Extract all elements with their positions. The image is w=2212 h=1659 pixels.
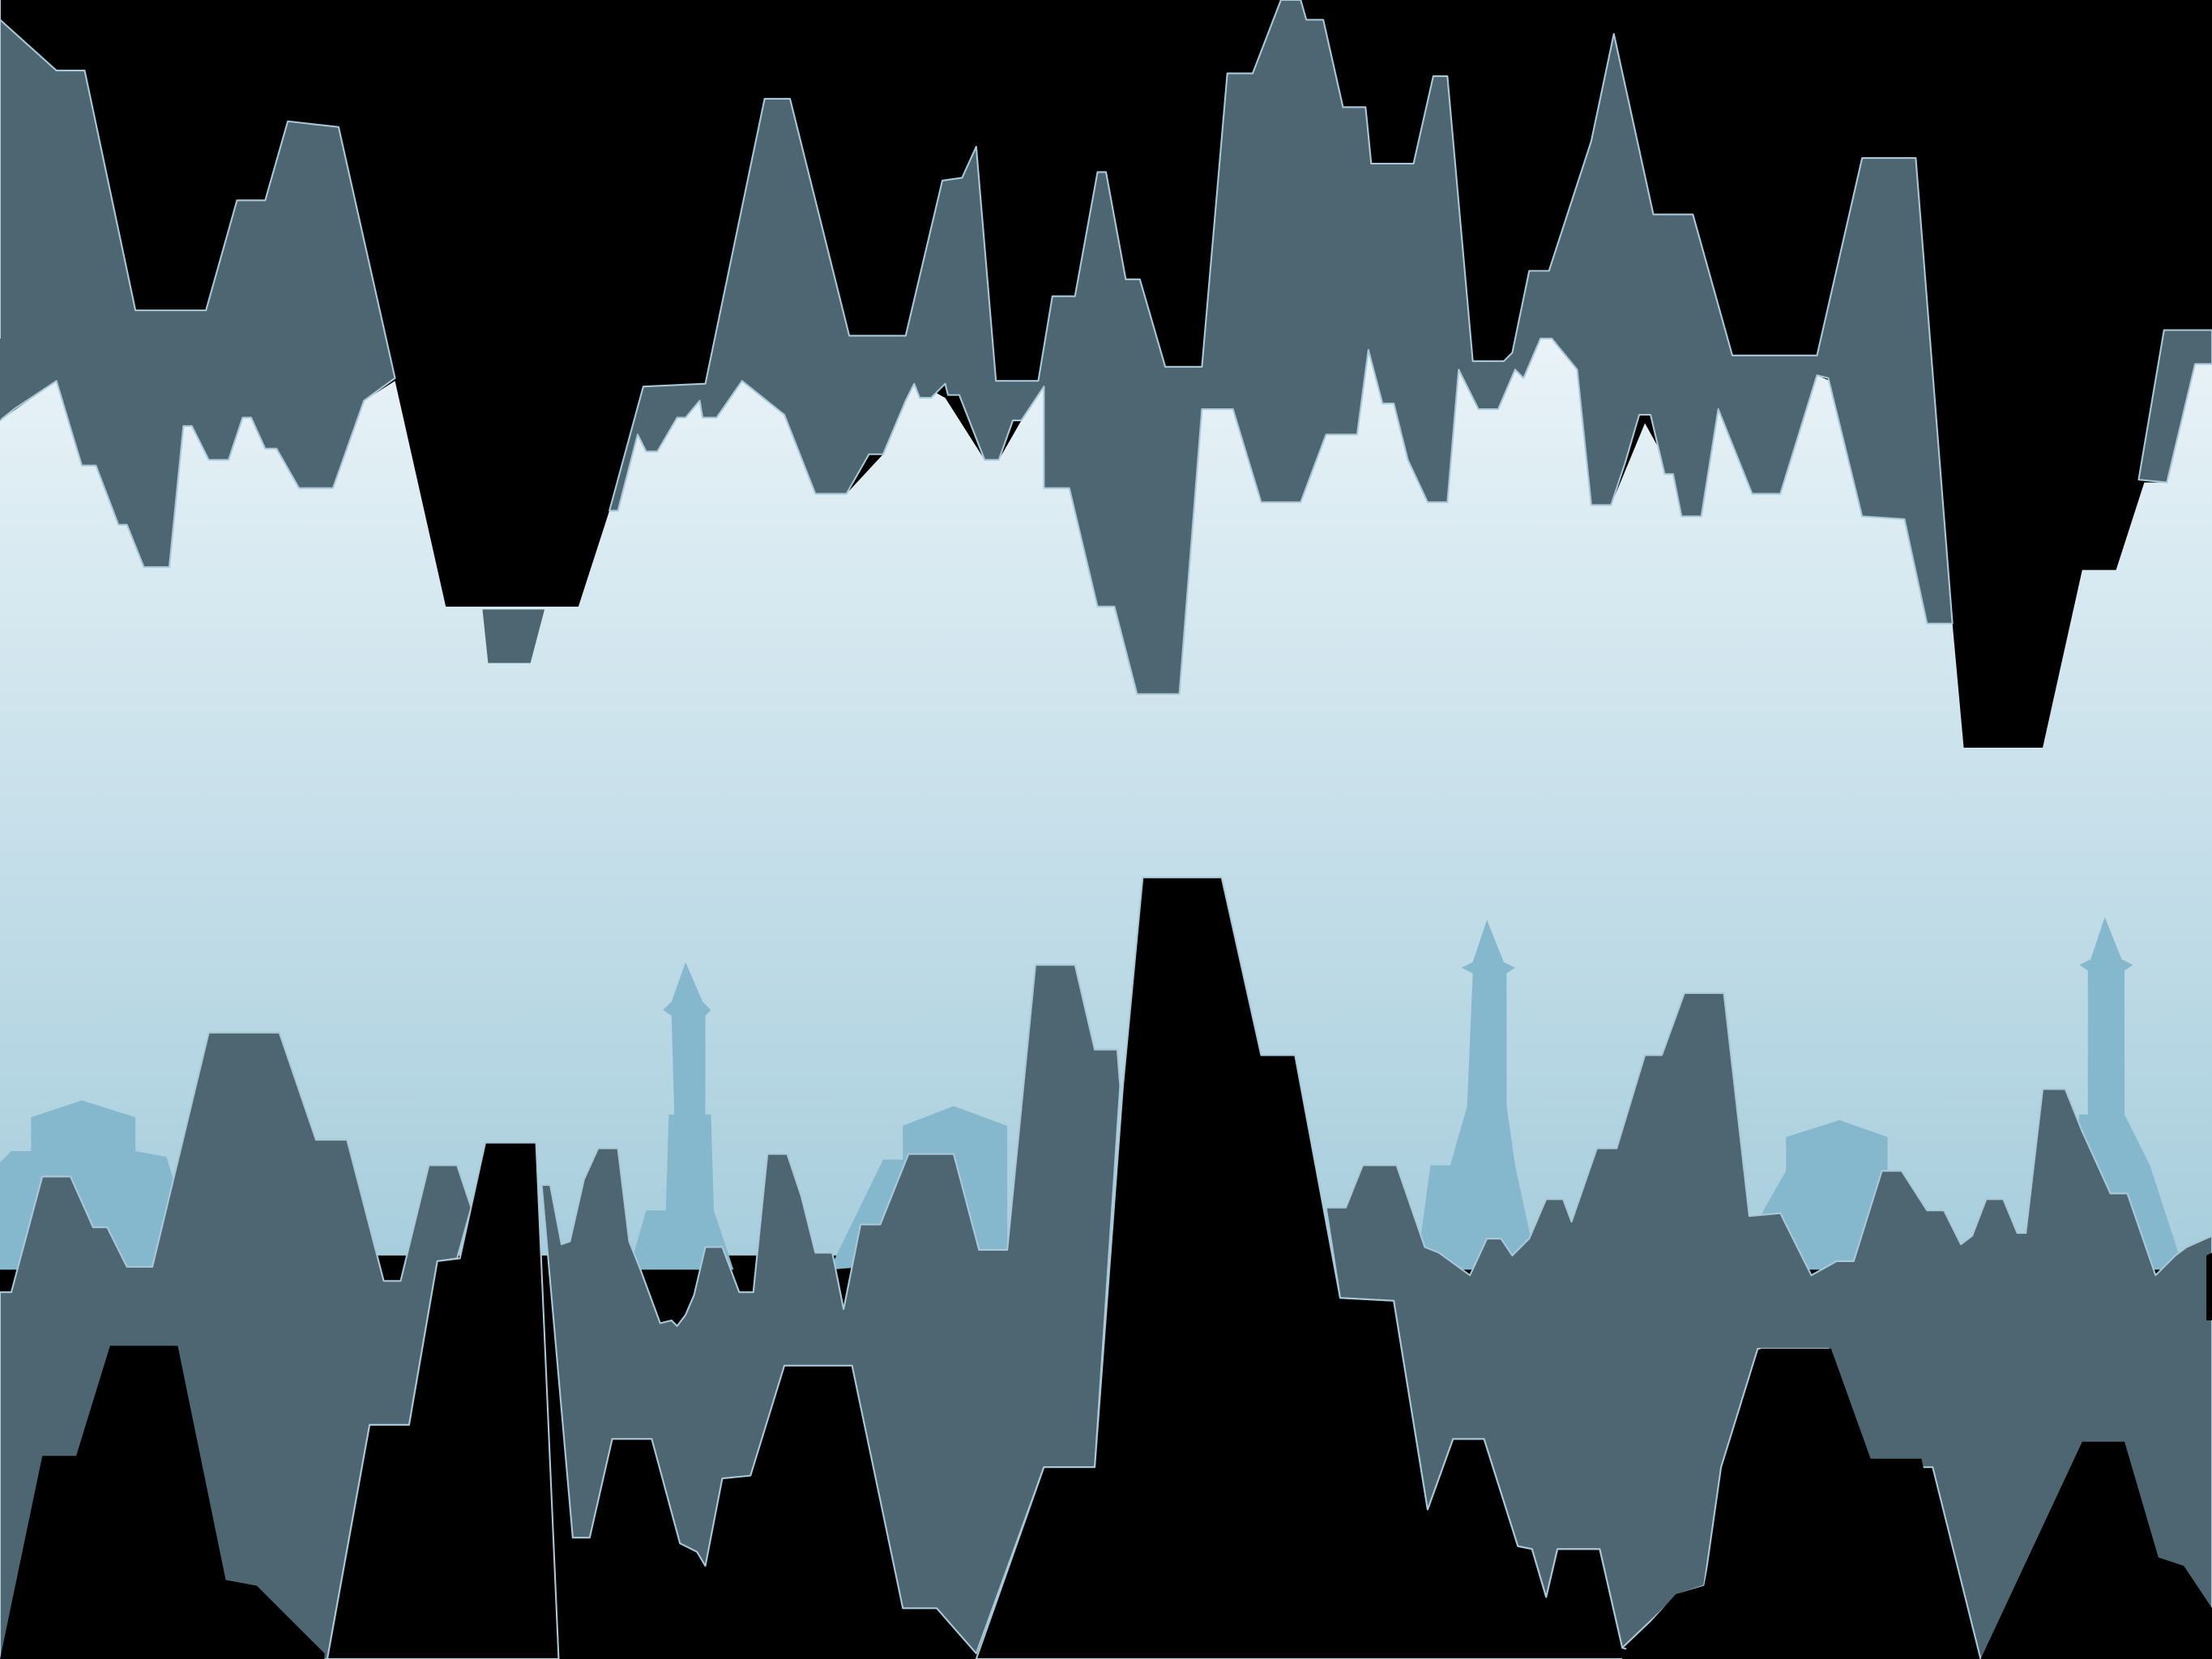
cave-ceiling-mid <box>609 0 1954 695</box>
cave-floor-mid <box>540 964 1121 1655</box>
tower-spire-1 <box>629 962 734 1270</box>
tower-spire-2 <box>1416 919 1538 1270</box>
sky-band <box>0 338 2212 1256</box>
cave-floor-pit-left <box>0 1346 325 1659</box>
cave-floor-pit-right <box>1622 1348 1967 1659</box>
rock-pillar-left <box>326 1141 560 1659</box>
cave-ceiling <box>0 0 396 569</box>
cave-ceiling-right <box>2137 329 2212 484</box>
cave-floor-right <box>1325 992 2212 1659</box>
ceiling-ledge <box>0 338 6 420</box>
stalactite-small <box>482 609 545 663</box>
floor-ledge-right <box>2206 1252 2212 1321</box>
cave-floor-pit-far-right <box>1980 1441 2212 1659</box>
